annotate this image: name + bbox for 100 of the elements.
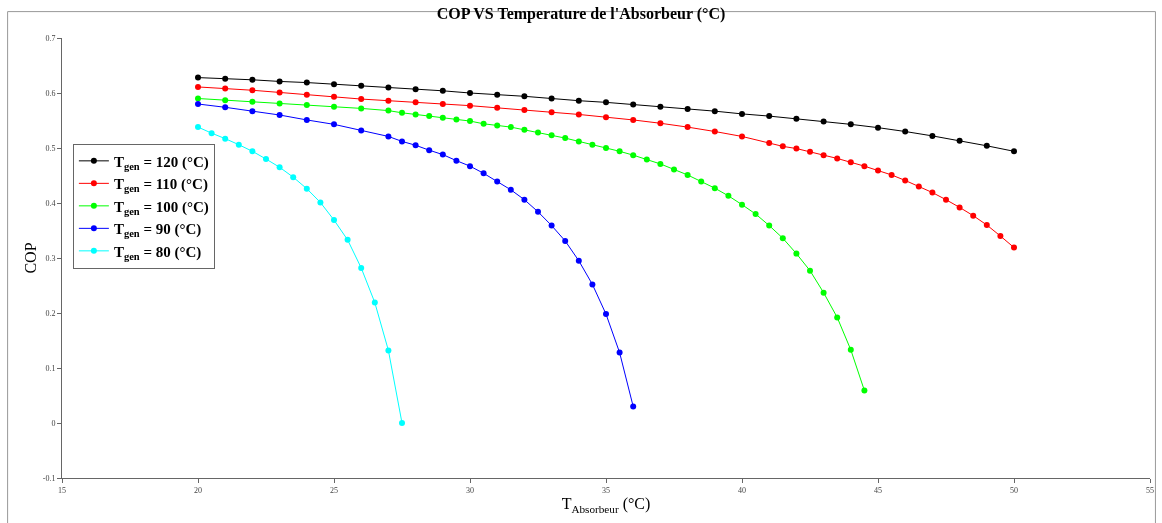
y-tick-label: 0.4 [45, 198, 56, 208]
point [820, 118, 827, 125]
point [249, 87, 256, 94]
point [970, 212, 977, 219]
legend-label: T$_{gen}$ = 120 (°C) [113, 153, 209, 172]
y-tick-label: 0.1 [45, 363, 56, 373]
point [807, 267, 813, 274]
point [630, 152, 637, 159]
x-axis-title: T$_{Absorbeur}$ (°C) [561, 495, 651, 515]
point [249, 98, 256, 105]
point [235, 141, 242, 148]
point [412, 86, 419, 93]
point [303, 79, 310, 86]
point [548, 95, 555, 102]
point [222, 104, 229, 111]
point [657, 160, 664, 167]
y-tick-label: 0 [51, 418, 56, 428]
point [616, 349, 623, 356]
point [467, 163, 473, 170]
point [222, 75, 229, 82]
x-tick-label: 45 [874, 485, 882, 495]
point [521, 107, 528, 114]
point [303, 116, 310, 123]
point [535, 129, 541, 136]
point [344, 236, 351, 243]
point [997, 233, 1004, 239]
x-tick-label: 55 [1146, 485, 1154, 495]
point [249, 108, 256, 115]
point [983, 222, 990, 228]
point [875, 124, 881, 131]
point [1011, 148, 1017, 155]
point [684, 105, 691, 112]
point [630, 403, 637, 410]
point [195, 83, 201, 90]
point [480, 170, 487, 177]
point [494, 91, 501, 98]
point [385, 107, 392, 114]
point [739, 133, 745, 140]
point [929, 189, 936, 196]
point [208, 130, 215, 137]
point [331, 103, 337, 110]
point [779, 143, 786, 150]
point [575, 97, 582, 104]
x-tick-label: 15 [58, 485, 66, 495]
point [480, 120, 487, 127]
point [222, 97, 229, 104]
point [521, 196, 528, 203]
legend-label: T$_{gen}$ = 80 (°C) [113, 243, 202, 262]
point [793, 250, 800, 257]
point [426, 113, 433, 120]
point [603, 99, 609, 106]
point [603, 311, 609, 318]
point [861, 163, 868, 170]
x-tick-label: 30 [466, 485, 474, 495]
point [671, 166, 677, 173]
point [589, 141, 596, 148]
point [711, 128, 718, 135]
x-tick-label: 50 [1010, 485, 1018, 495]
point [467, 118, 473, 125]
point [507, 186, 514, 193]
point [684, 124, 691, 131]
point [820, 289, 827, 296]
point [195, 74, 201, 81]
legend-label: T$_{gen}$ = 90 (°C) [113, 221, 202, 240]
point [603, 114, 609, 121]
point [834, 314, 841, 321]
point [303, 185, 310, 192]
point [902, 128, 909, 135]
chart-title: COP VS Temperature de l'Absorbeur (°C) [436, 5, 726, 24]
point [956, 204, 963, 211]
point [929, 132, 936, 139]
point [276, 100, 283, 107]
point [847, 346, 854, 353]
point [317, 199, 324, 206]
point [412, 142, 419, 149]
point [575, 111, 582, 118]
point [439, 151, 446, 158]
point [331, 81, 337, 88]
point [494, 104, 501, 111]
point [385, 133, 392, 140]
point [453, 157, 460, 164]
point [507, 124, 514, 131]
point [834, 155, 841, 162]
point [603, 145, 609, 151]
point [575, 257, 582, 264]
point [902, 177, 909, 184]
point [439, 87, 446, 94]
y-tick-label: 0.3 [45, 253, 56, 263]
point [467, 90, 473, 96]
point [521, 93, 528, 100]
point [711, 108, 718, 115]
point [385, 97, 392, 104]
point [494, 178, 501, 185]
point [399, 138, 405, 145]
point [616, 148, 623, 155]
point [956, 137, 963, 144]
point [331, 217, 337, 224]
y-tick-label: -0.1 [42, 473, 56, 483]
legend-label: T$_{gen}$ = 110 (°C) [113, 176, 208, 195]
point [263, 156, 269, 162]
